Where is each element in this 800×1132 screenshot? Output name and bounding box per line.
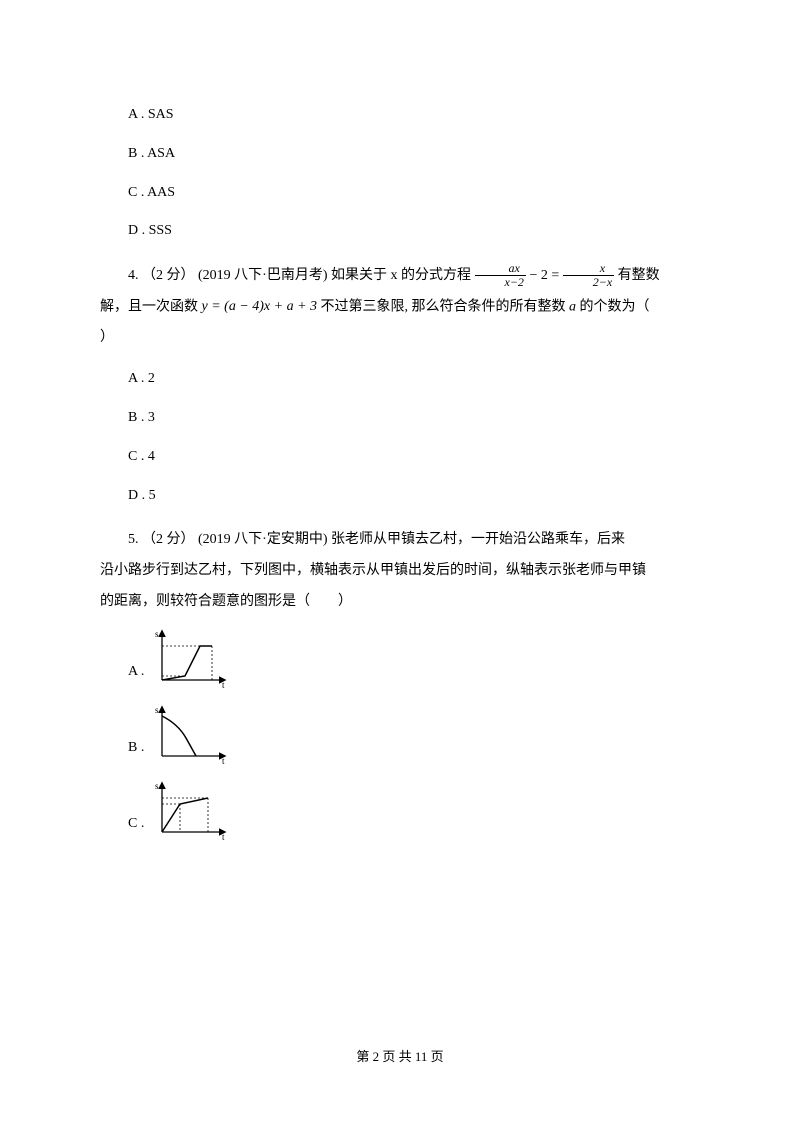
q4-text: 4. （2 分） (2019 八下·巴南月考) 如果关于 x 的分式方程 ax … <box>100 261 700 354</box>
q4-frac1-den: x−2 <box>475 276 526 289</box>
q3-option-a[interactable]: A . SAS <box>100 100 700 131</box>
q5-option-c[interactable]: C . s t <box>100 780 700 842</box>
q4-close: ） <box>100 330 114 345</box>
q4-frac1-num: ax <box>475 262 526 276</box>
q5-label-b: B . <box>128 733 144 766</box>
q3-option-c[interactable]: C . AAS <box>100 178 700 209</box>
q5-option-b[interactable]: B . s t <box>100 704 700 766</box>
q4-frac2-num: x <box>563 262 614 276</box>
q4-suffix1: 有整数 <box>618 268 660 283</box>
q5-text: 5. （2 分） (2019 八下·定安期中) 张老师从甲镇去乙村，一开始沿公路… <box>100 525 700 617</box>
q3-option-b[interactable]: B . ASA <box>100 139 700 170</box>
q3-option-d[interactable]: D . SSS <box>100 216 700 247</box>
q4-option-c[interactable]: C . 4 <box>100 442 700 473</box>
q4-l2-end: 的个数为（ <box>580 300 650 315</box>
q5-graph-a: s t <box>150 628 230 690</box>
q4-mid1: − 2 = <box>529 268 562 283</box>
q4-option-a[interactable]: A . 2 <box>100 364 700 395</box>
q5-label-a: A . <box>128 657 144 690</box>
axis-t: t <box>222 756 225 766</box>
q5-option-a[interactable]: A . s t <box>100 628 700 690</box>
q5-label-c: C . <box>128 809 144 842</box>
q5-l1: 5. （2 分） (2019 八下·定安期中) 张老师从甲镇去乙村，一开始沿公路… <box>128 532 625 547</box>
q5-graph-c: s t <box>150 780 230 842</box>
q4-frac2: x 2−x <box>563 262 614 289</box>
axis-s: s <box>155 781 159 791</box>
q5-l3: 的距离，则较符合题意的图形是（ ） <box>100 594 352 609</box>
q5-graph-b: s t <box>150 704 230 766</box>
q4-formula: y = (a − 4)x + a + 3 <box>202 299 318 314</box>
q4-option-b[interactable]: B . 3 <box>100 403 700 434</box>
q4-var-a: a <box>569 300 576 315</box>
page-footer: 第 2 页 共 11 页 <box>0 1043 800 1072</box>
q4-frac1: ax x−2 <box>475 262 526 289</box>
axis-t: t <box>222 680 225 690</box>
q4-option-d[interactable]: D . 5 <box>100 481 700 512</box>
q4-l2-prefix: 解，且一次函数 <box>100 300 202 315</box>
axis-t: t <box>222 832 225 842</box>
q4-prefix: 4. （2 分） (2019 八下·巴南月考) 如果关于 x 的分式方程 <box>128 268 475 283</box>
q4-l2-suffix: 不过第三象限, 那么符合条件的所有整数 <box>321 300 570 315</box>
q5-l2: 沿小路步行到达乙村，下列图中，横轴表示从甲镇出发后的时间，纵轴表示张老师与甲镇 <box>100 563 646 578</box>
axis-s: s <box>155 629 159 639</box>
axis-s: s <box>155 705 159 715</box>
q4-frac2-den: 2−x <box>563 276 614 289</box>
